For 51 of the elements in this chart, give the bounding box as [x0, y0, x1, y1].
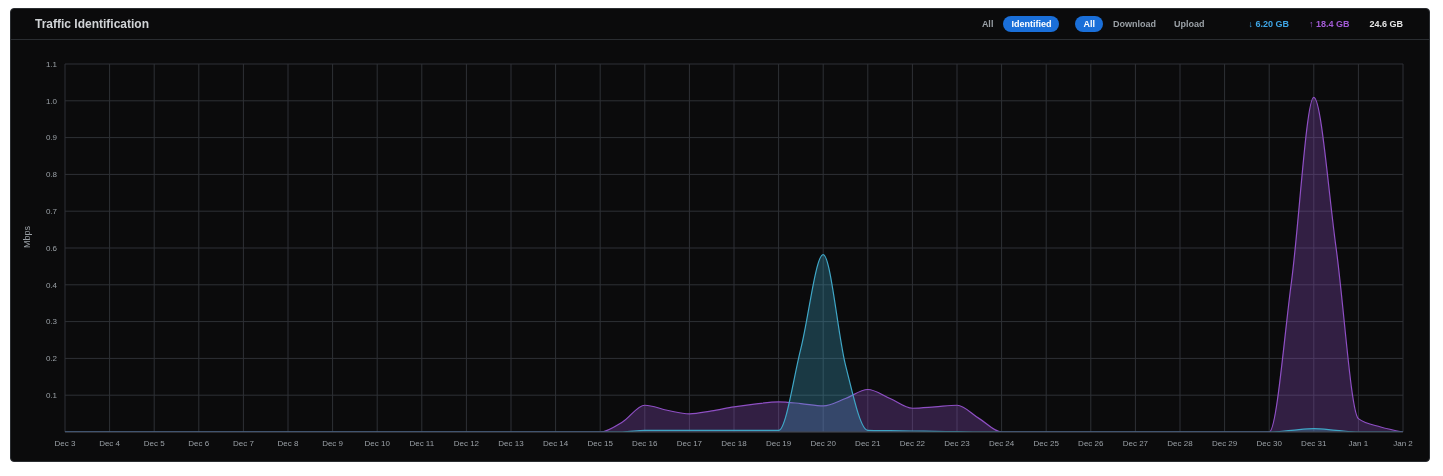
y-axis-title: Mbps	[22, 225, 33, 248]
x-tick-label: Dec 11	[409, 438, 435, 448]
x-tick-label: Dec 9	[322, 438, 344, 448]
x-tick-label: Dec 23	[944, 438, 971, 448]
x-tick-label: Jan 1	[1348, 438, 1369, 448]
x-tick-label: Dec 29	[1211, 438, 1238, 448]
y-tick-label: 0.4	[45, 280, 58, 290]
x-tick-label: Dec 26	[1078, 438, 1105, 448]
x-tick-label: Dec 10	[364, 438, 391, 448]
y-tick-label: 0.6	[45, 243, 58, 253]
x-tick-label: Dec 21	[855, 438, 882, 448]
text: Identified	[1003, 16, 1060, 32]
x-tick-label: Dec 20	[810, 438, 837, 448]
x-tick-label: Dec 30	[1256, 438, 1283, 448]
x-tick-label: Dec 3	[54, 438, 76, 448]
chart-title: Traffic Identification	[35, 17, 150, 31]
y-tick-label: 0.3	[45, 317, 58, 327]
text: All	[980, 18, 995, 31]
x-tick-label: Jan 2	[1393, 438, 1414, 448]
text: Download	[1111, 18, 1157, 31]
x-tick-label: Dec 27	[1122, 438, 1149, 448]
y-tick-label: 0.1	[45, 391, 58, 401]
y-tick-label: 0.8	[45, 170, 58, 180]
x-tick-label: Dec 24	[988, 438, 1015, 448]
x-tick-label: Dec 25	[1033, 438, 1060, 448]
y-tick-label: 0.7	[45, 207, 58, 217]
text: 24.6 GB	[1368, 18, 1404, 31]
y-tick-label: 0.9	[45, 133, 58, 143]
x-tick-label: Dec 7	[232, 438, 255, 448]
x-tick-label: Dec 13	[498, 438, 525, 448]
x-tick-label: Dec 12	[453, 438, 480, 448]
y-tick-label: 1.1	[45, 59, 58, 69]
x-tick-label: Dec 31	[1301, 438, 1328, 448]
x-tick-label: Dec 22	[899, 438, 926, 448]
x-tick-label: Dec 17	[676, 438, 703, 448]
y-tick-label: 1.0	[45, 96, 58, 106]
x-tick-label: Dec 18	[721, 438, 748, 448]
x-tick-label: Dec 8	[277, 438, 299, 448]
x-tick-label: Dec 4	[99, 438, 121, 448]
text: Upload	[1172, 18, 1206, 31]
x-tick-label: Dec 16	[632, 438, 659, 448]
text: ↑ 18.4 GB	[1307, 18, 1351, 31]
x-tick-label: Dec 6	[188, 438, 210, 448]
y-tick-label: 0.2	[45, 354, 58, 364]
x-tick-label: Dec 14	[542, 438, 569, 448]
x-tick-label: Dec 28	[1167, 438, 1194, 448]
text: ↓ 6.20 GB	[1247, 18, 1290, 31]
x-tick-label: Dec 19	[765, 438, 792, 448]
x-tick-label: Dec 15	[587, 438, 614, 448]
x-tick-label: Dec 5	[143, 438, 166, 448]
text: All	[1075, 16, 1103, 32]
